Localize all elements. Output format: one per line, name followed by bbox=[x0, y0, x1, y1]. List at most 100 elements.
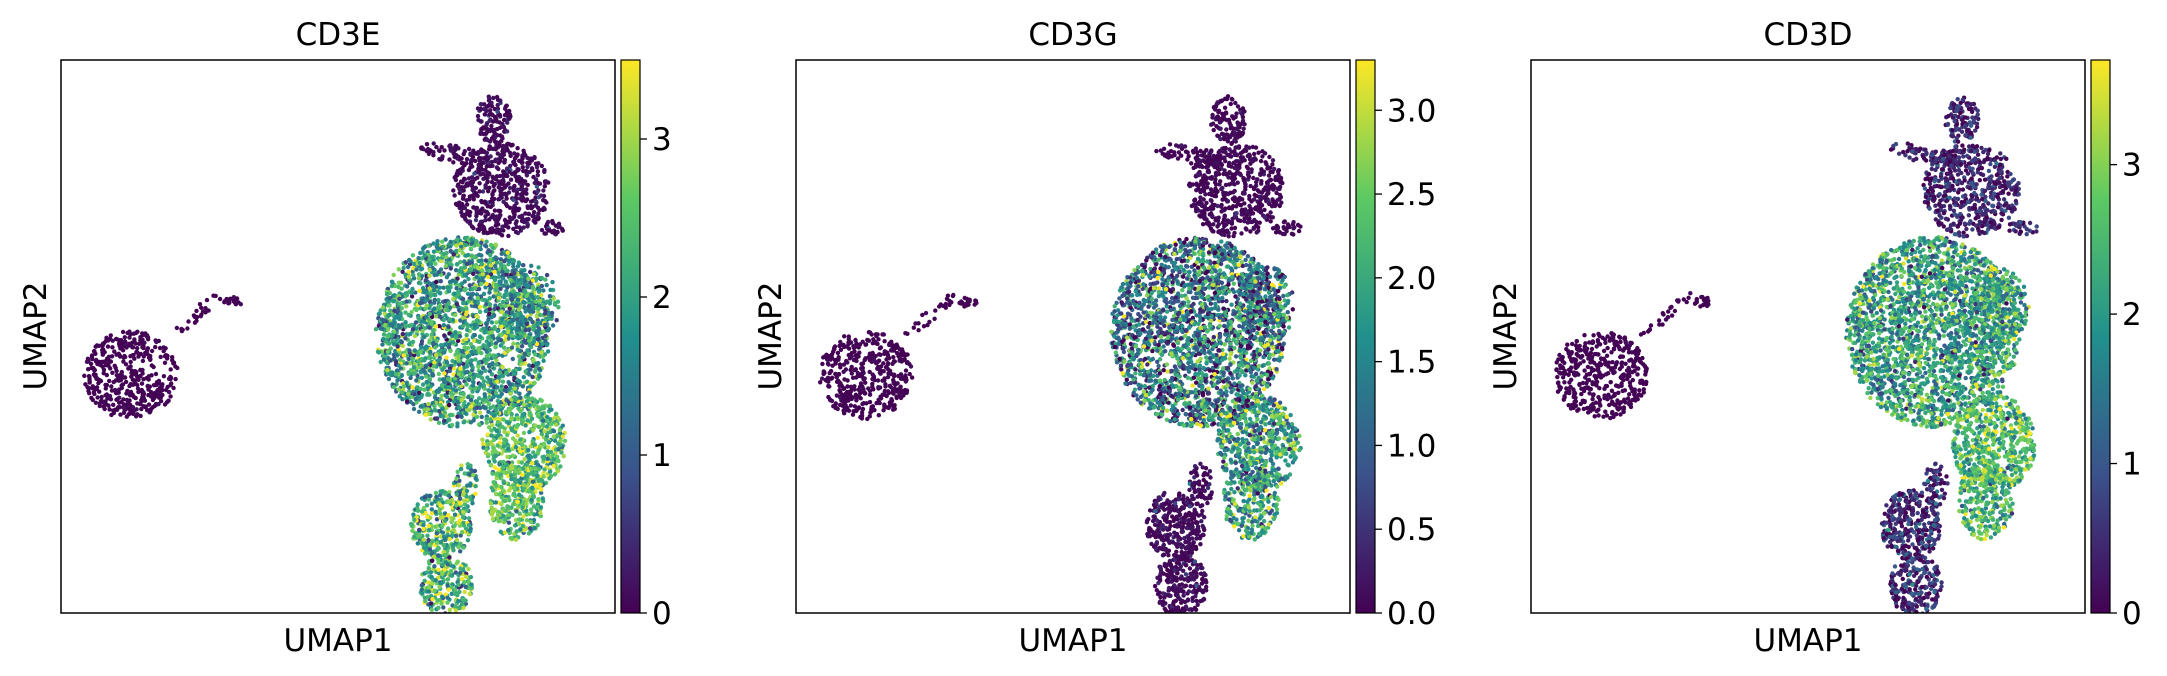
cell-point bbox=[507, 306, 512, 311]
cell-point bbox=[110, 345, 115, 350]
cell-point bbox=[496, 519, 501, 524]
cell-point bbox=[501, 144, 507, 150]
cell-point bbox=[526, 531, 532, 536]
cell-point bbox=[404, 353, 410, 358]
cell-point bbox=[548, 429, 553, 435]
cell-point bbox=[497, 279, 502, 284]
cell-point bbox=[550, 323, 556, 328]
cell-point bbox=[499, 178, 505, 184]
cell-point bbox=[134, 407, 139, 412]
cell-point bbox=[395, 344, 400, 349]
cell-point bbox=[470, 291, 476, 297]
cell-point bbox=[531, 504, 537, 509]
cell-point bbox=[401, 353, 406, 358]
cell-point bbox=[385, 349, 390, 354]
cell-point bbox=[124, 391, 129, 396]
cell-point bbox=[381, 332, 387, 337]
cell-point bbox=[543, 231, 548, 236]
cell-point bbox=[447, 260, 452, 265]
cell-point bbox=[460, 515, 466, 520]
cell-point bbox=[507, 259, 512, 264]
cell-point bbox=[533, 453, 538, 459]
cell-point bbox=[551, 296, 556, 301]
cell-point bbox=[504, 462, 510, 468]
cell-point bbox=[423, 598, 428, 604]
cell-point bbox=[561, 454, 566, 459]
cell-point bbox=[555, 415, 560, 420]
cell-point bbox=[464, 322, 470, 327]
cell-point bbox=[157, 392, 163, 398]
cell-point bbox=[417, 288, 422, 293]
cell-point bbox=[446, 345, 452, 350]
cell-point bbox=[502, 388, 508, 393]
cell-point bbox=[482, 155, 487, 161]
cell-point bbox=[536, 447, 542, 452]
cell-point bbox=[528, 269, 533, 275]
cell-point bbox=[479, 226, 484, 231]
cell-point bbox=[415, 505, 420, 510]
cell-point bbox=[456, 358, 461, 363]
cell-point bbox=[410, 269, 415, 274]
cell-point bbox=[410, 528, 415, 533]
cell-point bbox=[481, 326, 486, 331]
cell-point bbox=[465, 327, 470, 332]
cell-point bbox=[425, 146, 431, 152]
cell-point bbox=[83, 382, 88, 387]
cell-point bbox=[211, 293, 216, 298]
cell-point bbox=[404, 381, 409, 386]
cell-point bbox=[475, 265, 481, 271]
cell-point bbox=[391, 321, 396, 326]
cell-point bbox=[533, 220, 538, 225]
cell-point bbox=[500, 379, 506, 384]
cell-point bbox=[93, 400, 99, 405]
cell-point bbox=[497, 196, 502, 202]
cell-point bbox=[501, 488, 506, 493]
cell-point bbox=[525, 205, 531, 211]
cell-point bbox=[504, 142, 510, 147]
cell-point bbox=[430, 328, 436, 333]
cell-point bbox=[396, 387, 401, 392]
cell-point bbox=[439, 581, 444, 586]
cell-point bbox=[520, 523, 525, 529]
cell-point bbox=[419, 344, 424, 350]
cell-point bbox=[535, 523, 540, 528]
cell-point bbox=[519, 460, 524, 465]
cell-point bbox=[519, 361, 524, 367]
cell-point bbox=[550, 279, 555, 285]
cell-point bbox=[423, 363, 429, 368]
cell-point bbox=[466, 167, 472, 173]
cell-point bbox=[434, 144, 439, 150]
cell-point bbox=[410, 385, 415, 390]
cell-point bbox=[494, 230, 499, 235]
cell-point bbox=[168, 367, 173, 372]
cell-point bbox=[552, 438, 558, 443]
cell-point bbox=[464, 198, 469, 203]
cell-point bbox=[485, 442, 490, 447]
cell-point bbox=[483, 308, 488, 314]
cell-point bbox=[500, 124, 505, 129]
cell-point bbox=[194, 308, 199, 314]
cell-point bbox=[509, 476, 514, 482]
cell-point bbox=[531, 357, 536, 362]
cell-point bbox=[497, 274, 502, 279]
cell-point bbox=[476, 364, 481, 369]
cell-point bbox=[484, 122, 489, 128]
cell-point bbox=[162, 360, 168, 365]
cell-point bbox=[485, 375, 490, 380]
cell-point bbox=[456, 272, 461, 277]
cell-point bbox=[448, 498, 453, 504]
cell-point bbox=[522, 457, 527, 462]
cell-point bbox=[501, 444, 506, 449]
cell-point bbox=[397, 325, 402, 330]
cell-point bbox=[533, 483, 538, 488]
cell-point bbox=[464, 306, 469, 311]
cell-point bbox=[487, 341, 492, 346]
cell-point bbox=[500, 316, 505, 321]
cell-point bbox=[463, 404, 469, 409]
cell-point bbox=[174, 325, 180, 331]
cell-point bbox=[511, 491, 517, 496]
cell-point bbox=[517, 391, 522, 396]
cell-point bbox=[101, 404, 106, 409]
cell-point bbox=[560, 434, 565, 439]
cell-point bbox=[114, 352, 119, 357]
